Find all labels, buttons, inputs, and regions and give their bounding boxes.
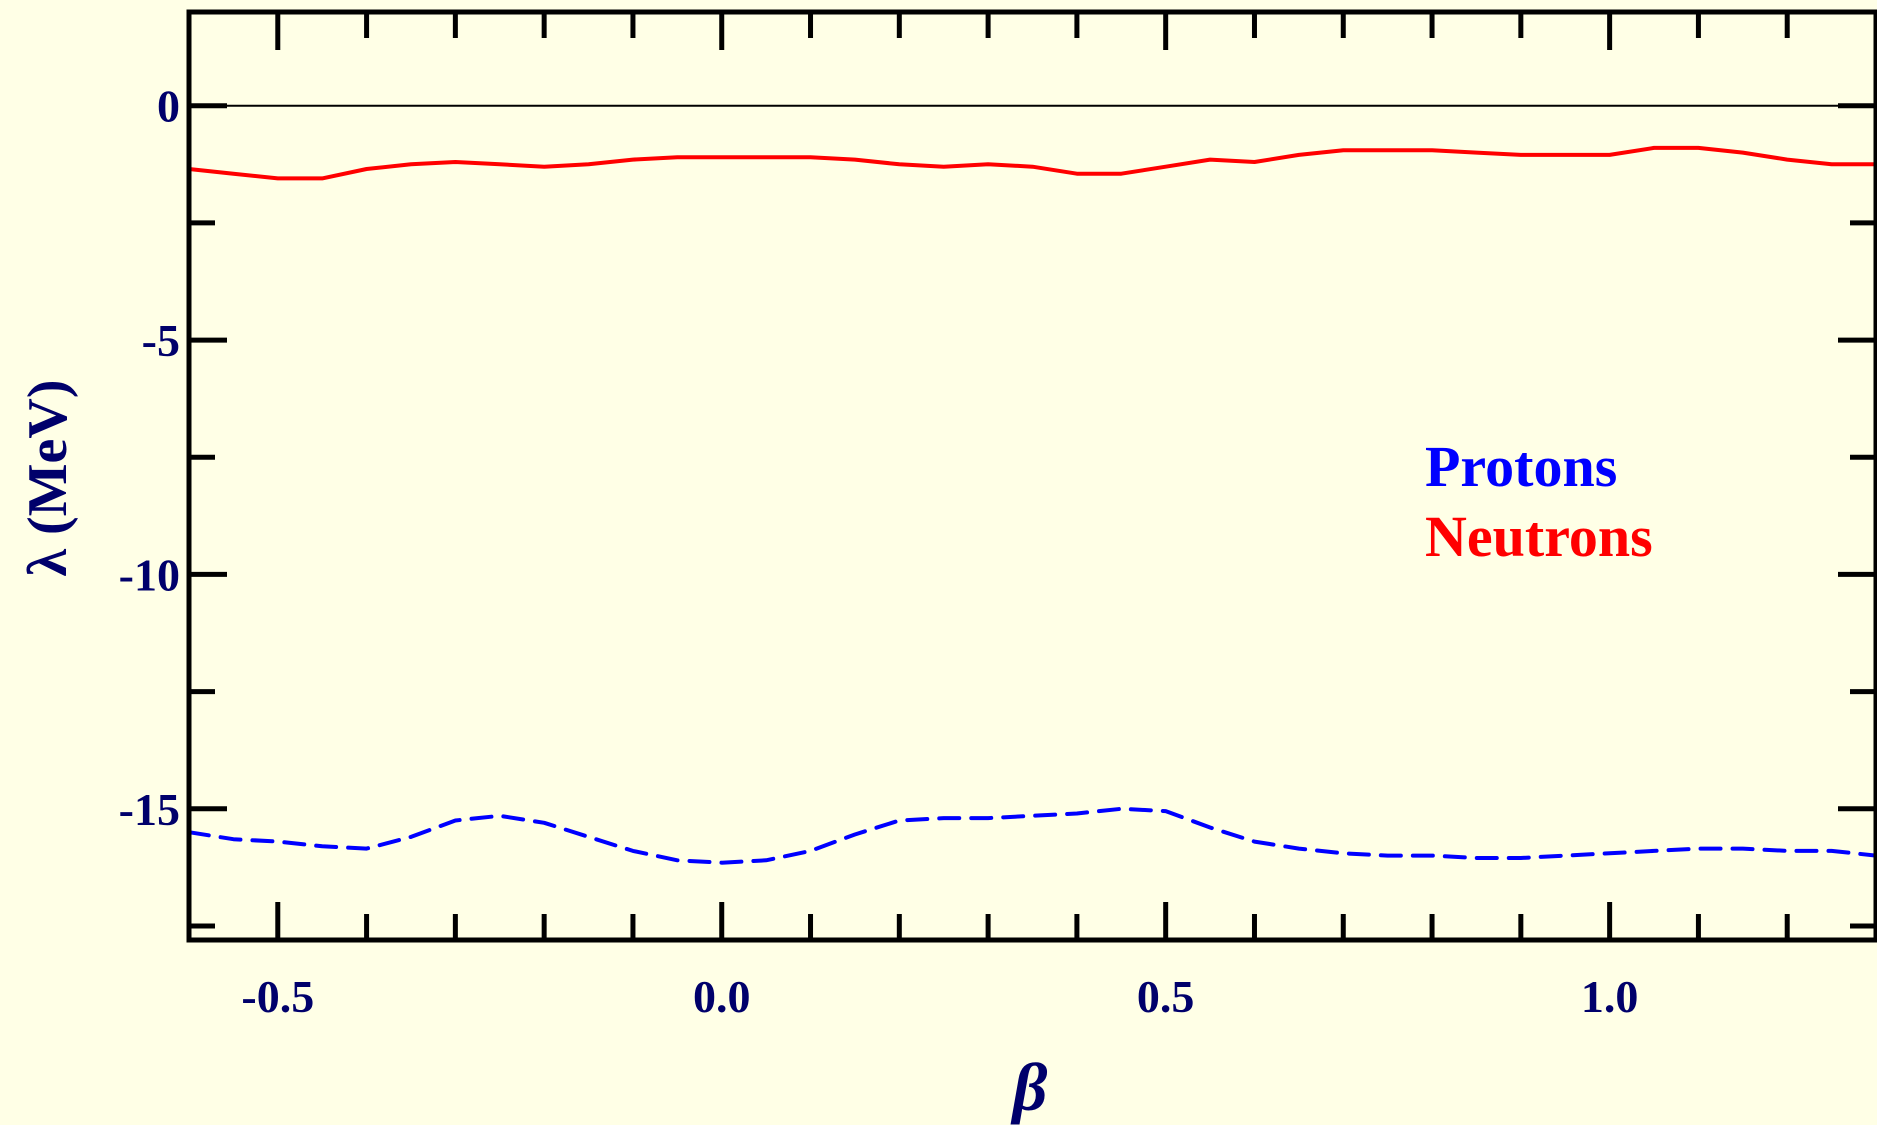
x-tick-label: -0.5 (241, 971, 314, 1022)
y-axis-title: λ (MeV) (17, 380, 79, 577)
series-line-protons (187, 806, 1877, 865)
plot-frame (186, 9, 1877, 943)
x-tick-label: 0.5 (1137, 971, 1195, 1022)
y-tick-labels: 0 -5 -10 -15 (119, 81, 180, 835)
legend-entry-protons: Protons (1425, 434, 1617, 499)
series-line-neutrons (187, 145, 1877, 181)
y-tick-label: -5 (142, 315, 180, 366)
x-axis-title: β (1010, 1049, 1048, 1125)
legend: Protons Neutrons (1425, 434, 1653, 569)
x-tick-label: 0.0 (693, 971, 751, 1022)
y-tick-label: 0 (157, 81, 180, 132)
series-layer (187, 145, 1877, 865)
y-tick-label: -15 (119, 784, 180, 835)
legend-entry-neutrons: Neutrons (1425, 504, 1653, 569)
x-tick-label: 1.0 (1581, 971, 1639, 1022)
y-tick-label: -10 (119, 549, 180, 600)
x-tick-labels: -0.5 0.0 0.5 1.0 (241, 971, 1638, 1022)
